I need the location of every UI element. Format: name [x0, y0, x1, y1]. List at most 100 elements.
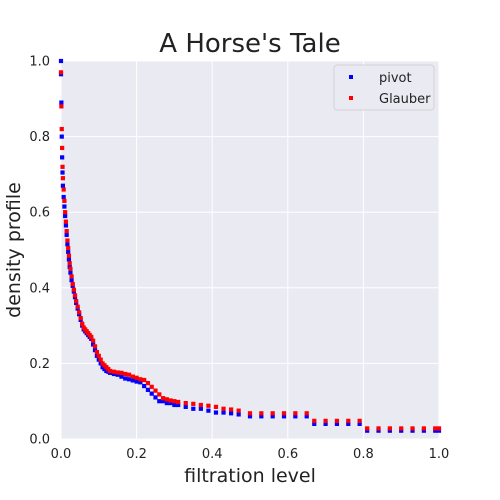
pivot-point-50 — [142, 383, 147, 389]
pivot-point-84 — [421, 428, 426, 433]
legend-label-glauber: Glauber — [379, 92, 431, 107]
pivot-point-74 — [312, 421, 317, 426]
glauber-point-6 — [61, 187, 66, 192]
pivot-point-56 — [164, 400, 169, 406]
glauber-point-82 — [410, 426, 415, 431]
pivot-point-63 — [206, 408, 211, 413]
pivot-point-64 — [213, 410, 219, 415]
tick-labels: 0.0 0.2 0.4 0.6 0.8 1.0 0.0 0.2 0.4 0.6 0.8 1.0 — [29, 55, 449, 463]
pivot-point-17 — [69, 278, 74, 283]
glauber-point-46 — [130, 374, 135, 379]
glauber-point-23 — [78, 315, 83, 321]
glauber-point-57 — [172, 399, 177, 404]
pivot-point-60 — [183, 404, 188, 409]
pivot-point-76 — [334, 421, 340, 426]
glauber-point-4 — [60, 164, 65, 169]
glauber-point-1 — [59, 104, 64, 109]
glauber-point-30 — [89, 334, 94, 340]
pivot-point-9 — [63, 213, 68, 219]
x-tick-label-3: 0.6 — [277, 447, 298, 462]
glauber-point-85 — [436, 426, 442, 431]
x-tick-label-2: 0.4 — [202, 447, 223, 462]
glauber-point-5 — [60, 176, 65, 181]
glauber-point-74 — [323, 418, 328, 423]
pivot-point-16 — [68, 270, 73, 275]
pivot-point-65 — [221, 410, 226, 415]
pivot-point-6 — [60, 183, 65, 188]
pivot-point-71 — [281, 414, 287, 419]
glauber-point-33 — [94, 349, 100, 355]
pivot-point-51 — [145, 387, 151, 392]
glauber-point-70 — [281, 411, 287, 416]
glauber-point-18 — [71, 287, 76, 292]
pivot-point-47 — [130, 378, 135, 383]
pivot-point-61 — [191, 406, 196, 411]
glauber-point-15 — [68, 266, 73, 271]
pivot-point-82 — [399, 428, 404, 433]
x-axis-label: filtration level — [184, 465, 316, 487]
pivot-point-54 — [157, 399, 162, 404]
glauber-point-73 — [312, 418, 317, 423]
glauber-point-80 — [387, 426, 392, 431]
pivot-point-14 — [66, 257, 72, 262]
pivot-point-45 — [123, 376, 128, 381]
pivot-point-44 — [119, 374, 124, 379]
pivot-point-5 — [60, 170, 65, 175]
pivot-point-73 — [304, 414, 309, 419]
glauber-point-52 — [153, 388, 158, 393]
glauber-point-8 — [63, 210, 68, 215]
pivot-point-42 — [111, 371, 117, 377]
pivot-point-12 — [65, 242, 70, 247]
glauber-point-16 — [69, 274, 74, 279]
glauber-point-56 — [168, 398, 173, 403]
pivot-point-3 — [59, 134, 64, 139]
glauber-point-9 — [63, 219, 69, 224]
glauber-point-81 — [399, 426, 404, 431]
glauber-point-22 — [77, 310, 82, 315]
pivot-point-46 — [126, 377, 132, 382]
glauber-point-84 — [433, 426, 438, 431]
x-tick-label-4: 0.8 — [353, 447, 374, 462]
glauber-point-34 — [96, 353, 101, 358]
glauber-point-43 — [119, 370, 124, 375]
legend-marker-pivot — [349, 75, 353, 79]
glauber-point-35 — [98, 357, 103, 362]
pivot-point-72 — [293, 414, 298, 419]
pivot-point-83 — [410, 428, 415, 433]
pivot-point-78 — [357, 421, 362, 426]
glauber-point-60 — [191, 401, 196, 406]
pivot-point-0 — [58, 58, 64, 64]
pivot-point-2 — [59, 100, 64, 105]
glauber-point-55 — [164, 397, 169, 402]
glauber-point-14 — [67, 261, 72, 266]
glauber-point-53 — [157, 392, 162, 397]
glauber-point-41 — [111, 369, 117, 374]
glauber-point-66 — [236, 408, 241, 413]
glauber-point-63 — [213, 404, 219, 409]
pivot-point-79 — [365, 428, 370, 433]
pivot-point-86 — [436, 428, 442, 433]
glauber-point-51 — [149, 384, 154, 389]
pivot-point-67 — [236, 412, 241, 417]
y-tick-label-2: 0.4 — [29, 281, 50, 296]
grid — [60, 60, 440, 440]
pivot-point-80 — [376, 428, 381, 433]
y-axis-label: density profile — [3, 182, 25, 318]
glauber-point-69 — [270, 411, 275, 416]
plot-area — [61, 61, 439, 439]
legend-label-pivot: pivot — [379, 71, 412, 86]
x-tick-label-1: 0.2 — [126, 447, 147, 462]
y-tick-label-5: 1.0 — [29, 55, 50, 70]
pivot-point-58 — [172, 402, 177, 408]
glauber-point-49 — [142, 377, 147, 383]
glauber-point-58 — [176, 399, 181, 405]
glauber-point-76 — [346, 418, 351, 423]
pivot-point-53 — [153, 395, 158, 400]
pivot-point-69 — [259, 414, 264, 419]
glauber-point-64 — [221, 406, 226, 411]
glauber-point-44 — [123, 371, 128, 377]
glauber-point-62 — [206, 403, 211, 408]
pivot-point-49 — [138, 380, 143, 385]
glauber-point-31 — [91, 338, 96, 343]
